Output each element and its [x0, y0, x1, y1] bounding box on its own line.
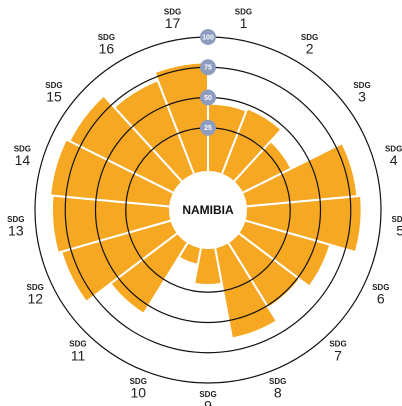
category-prefix: SDG: [69, 340, 86, 349]
y-tick-label: 75: [204, 65, 212, 72]
chart-title: NAMIBIA: [182, 203, 234, 217]
category-prefix: SDG: [45, 81, 62, 90]
category-prefix: SDG: [353, 81, 370, 90]
bars: [49, 61, 363, 340]
category-prefix: SDG: [7, 215, 24, 224]
category-prefix: SDG: [130, 377, 147, 386]
y-tick-label: 50: [204, 95, 212, 102]
category-label: 15: [46, 88, 62, 104]
category-prefix: SDG: [372, 283, 389, 292]
category-prefix: SDG: [14, 144, 31, 153]
category-label: 5: [396, 223, 402, 239]
category-label: 3: [358, 88, 366, 104]
bar: [220, 107, 283, 184]
category-label: 14: [15, 152, 31, 168]
category-prefix: SDG: [392, 215, 402, 224]
category-label: 4: [390, 152, 398, 168]
category-prefix: SDG: [164, 7, 181, 16]
category-prefix: SDG: [269, 377, 286, 386]
category-label: 2: [306, 41, 314, 57]
y-tick-label: 25: [204, 125, 212, 132]
category-label: 9: [204, 398, 212, 406]
bar: [213, 240, 279, 340]
category-label: 1: [240, 15, 248, 31]
category-label: 10: [130, 385, 146, 401]
bar: [193, 246, 223, 286]
category-prefix: SDG: [301, 33, 318, 42]
category-label: 13: [8, 223, 24, 239]
bar: [49, 138, 176, 208]
tick-badge: [200, 119, 216, 136]
y-tick-label: 100: [202, 34, 214, 41]
category-label: 17: [165, 15, 181, 31]
category-prefix: SDG: [199, 390, 216, 399]
category-prefix: SDG: [385, 144, 402, 153]
bar: [236, 219, 332, 288]
category-prefix: SDG: [235, 7, 252, 16]
category-label: 16: [99, 41, 115, 57]
category-label: 8: [274, 385, 282, 401]
category-label: 6: [377, 291, 385, 307]
category-prefix: SDG: [27, 283, 44, 292]
tick-badge: [200, 29, 216, 45]
category-label: 7: [334, 347, 342, 363]
tick-badge: [200, 89, 216, 106]
tick-badge: [200, 59, 216, 76]
category-label: 11: [71, 347, 86, 363]
category-label: 12: [27, 291, 43, 307]
category-prefix: SDG: [98, 33, 115, 42]
category-prefix: SDG: [329, 340, 346, 349]
bar: [243, 194, 363, 254]
